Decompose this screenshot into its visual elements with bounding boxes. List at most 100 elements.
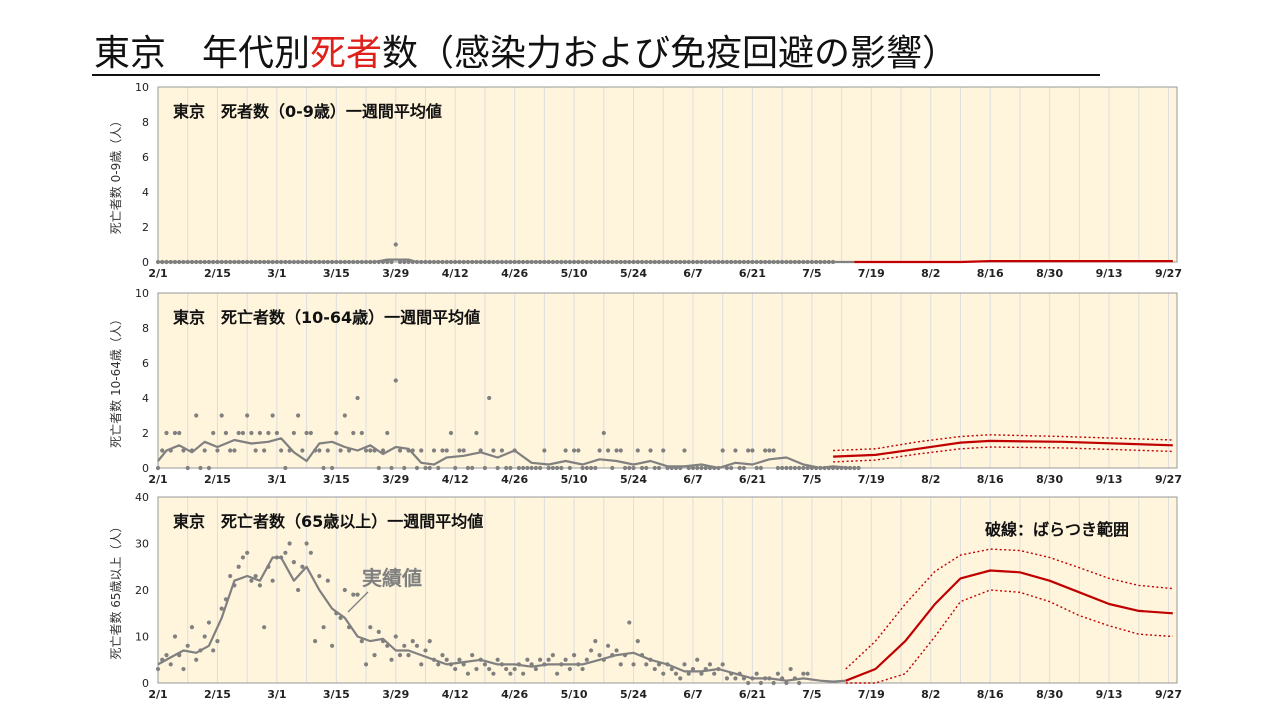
data-point — [296, 587, 301, 593]
x-tick-label: 5/10 — [561, 473, 588, 486]
data-point — [304, 541, 309, 546]
data-point — [351, 592, 356, 597]
y-tick-label: 30 — [135, 538, 149, 551]
chart-title: 東京 死亡者数（10-64歳）一週間平均値 — [173, 308, 480, 327]
y-tick-label: 2 — [142, 427, 149, 440]
x-tick-label: 9/13 — [1096, 267, 1123, 280]
x-tick-label: 5/10 — [561, 688, 588, 701]
data-point — [504, 465, 509, 471]
data-point — [296, 413, 301, 418]
data-point — [618, 448, 623, 453]
data-point — [580, 465, 585, 471]
data-point — [788, 465, 793, 471]
data-point — [402, 643, 407, 648]
data-point — [546, 465, 551, 471]
data-point — [172, 634, 178, 639]
data-point — [750, 448, 755, 453]
data-point — [380, 448, 386, 453]
forecast-line — [845, 569, 1173, 682]
data-point — [644, 465, 649, 471]
data-point — [758, 680, 764, 686]
data-point — [733, 448, 738, 453]
data-point — [219, 606, 224, 611]
data-point — [219, 413, 224, 418]
data-point — [470, 465, 475, 471]
data-point — [279, 448, 284, 453]
data-point — [215, 448, 220, 453]
data-point — [597, 653, 602, 658]
data-point — [729, 465, 734, 471]
data-point — [780, 465, 785, 471]
data-point — [622, 465, 628, 471]
data-point — [495, 465, 500, 471]
data-point — [274, 430, 279, 436]
data-point — [801, 671, 806, 676]
x-tick-label: 4/12 — [442, 473, 469, 486]
y-tick-label: 10 — [135, 287, 149, 300]
data-point — [504, 666, 509, 672]
data-point — [334, 430, 339, 436]
data-point — [185, 643, 190, 648]
data-point — [614, 448, 619, 453]
data-point — [291, 430, 296, 436]
data-point — [571, 653, 577, 658]
y-axis-label: 死亡者数 10-64歳（人） — [108, 313, 123, 448]
data-point — [588, 648, 594, 653]
x-tick-label: 9/13 — [1096, 688, 1123, 701]
x-tick-label: 5/24 — [620, 473, 647, 486]
data-point — [393, 378, 398, 383]
data-point — [635, 639, 640, 644]
data-point — [300, 564, 305, 569]
x-tick-label: 6/21 — [739, 473, 766, 486]
data-point — [206, 465, 212, 471]
x-tick-label: 8/16 — [977, 688, 1004, 701]
data-point — [211, 430, 216, 436]
data-point — [758, 465, 764, 471]
data-point — [792, 465, 797, 471]
data-point — [436, 662, 441, 667]
data-point — [576, 448, 581, 453]
data-point — [852, 465, 857, 471]
data-point — [686, 671, 691, 676]
data-point — [482, 465, 488, 471]
data-point — [249, 430, 254, 436]
chart-panel-1: 0 2 4 6 8 10 2/1 2/15 3/1 3/15 3/29 4/12 4/26 5/10 5/2… — [108, 81, 1182, 280]
data-point — [724, 465, 730, 471]
data-point — [194, 657, 199, 662]
data-point — [669, 666, 674, 672]
x-tick-label: 2/1 — [148, 473, 167, 486]
x-tick-label: 3/1 — [267, 267, 286, 280]
data-point — [491, 448, 496, 453]
x-tick-label: 4/26 — [501, 473, 528, 486]
y-axis-label: 死亡者数 65歳以上（人） — [108, 520, 123, 659]
data-point — [448, 430, 454, 436]
data-point — [351, 430, 356, 436]
page-title-part1: 東京 年代別 — [94, 33, 311, 74]
data-point — [559, 465, 564, 471]
data-point — [177, 430, 182, 436]
data-point — [775, 465, 780, 471]
data-point — [487, 395, 492, 401]
data-point — [257, 583, 262, 588]
x-tick-label: 3/1 — [267, 473, 286, 486]
chart-title: 東京 死亡者数（65歳以上）一週間平均値 — [173, 512, 483, 531]
data-point — [355, 592, 360, 597]
data-point — [487, 666, 492, 672]
data-point — [699, 671, 704, 676]
data-point — [194, 413, 199, 418]
data-point — [308, 550, 313, 555]
x-tick-label: 2/15 — [204, 267, 231, 280]
actual-average-line — [158, 258, 855, 264]
data-point — [355, 395, 360, 401]
x-tick-label: 9/27 — [1155, 688, 1182, 701]
data-point — [444, 657, 449, 662]
data-point — [164, 430, 169, 436]
data-point — [262, 625, 267, 630]
data-point — [533, 666, 538, 672]
x-tick-label: 4/12 — [442, 267, 469, 280]
data-point — [453, 465, 458, 471]
data-point — [571, 448, 577, 453]
forecast-line — [833, 439, 1173, 458]
data-point — [695, 657, 700, 662]
data-point — [542, 448, 547, 453]
